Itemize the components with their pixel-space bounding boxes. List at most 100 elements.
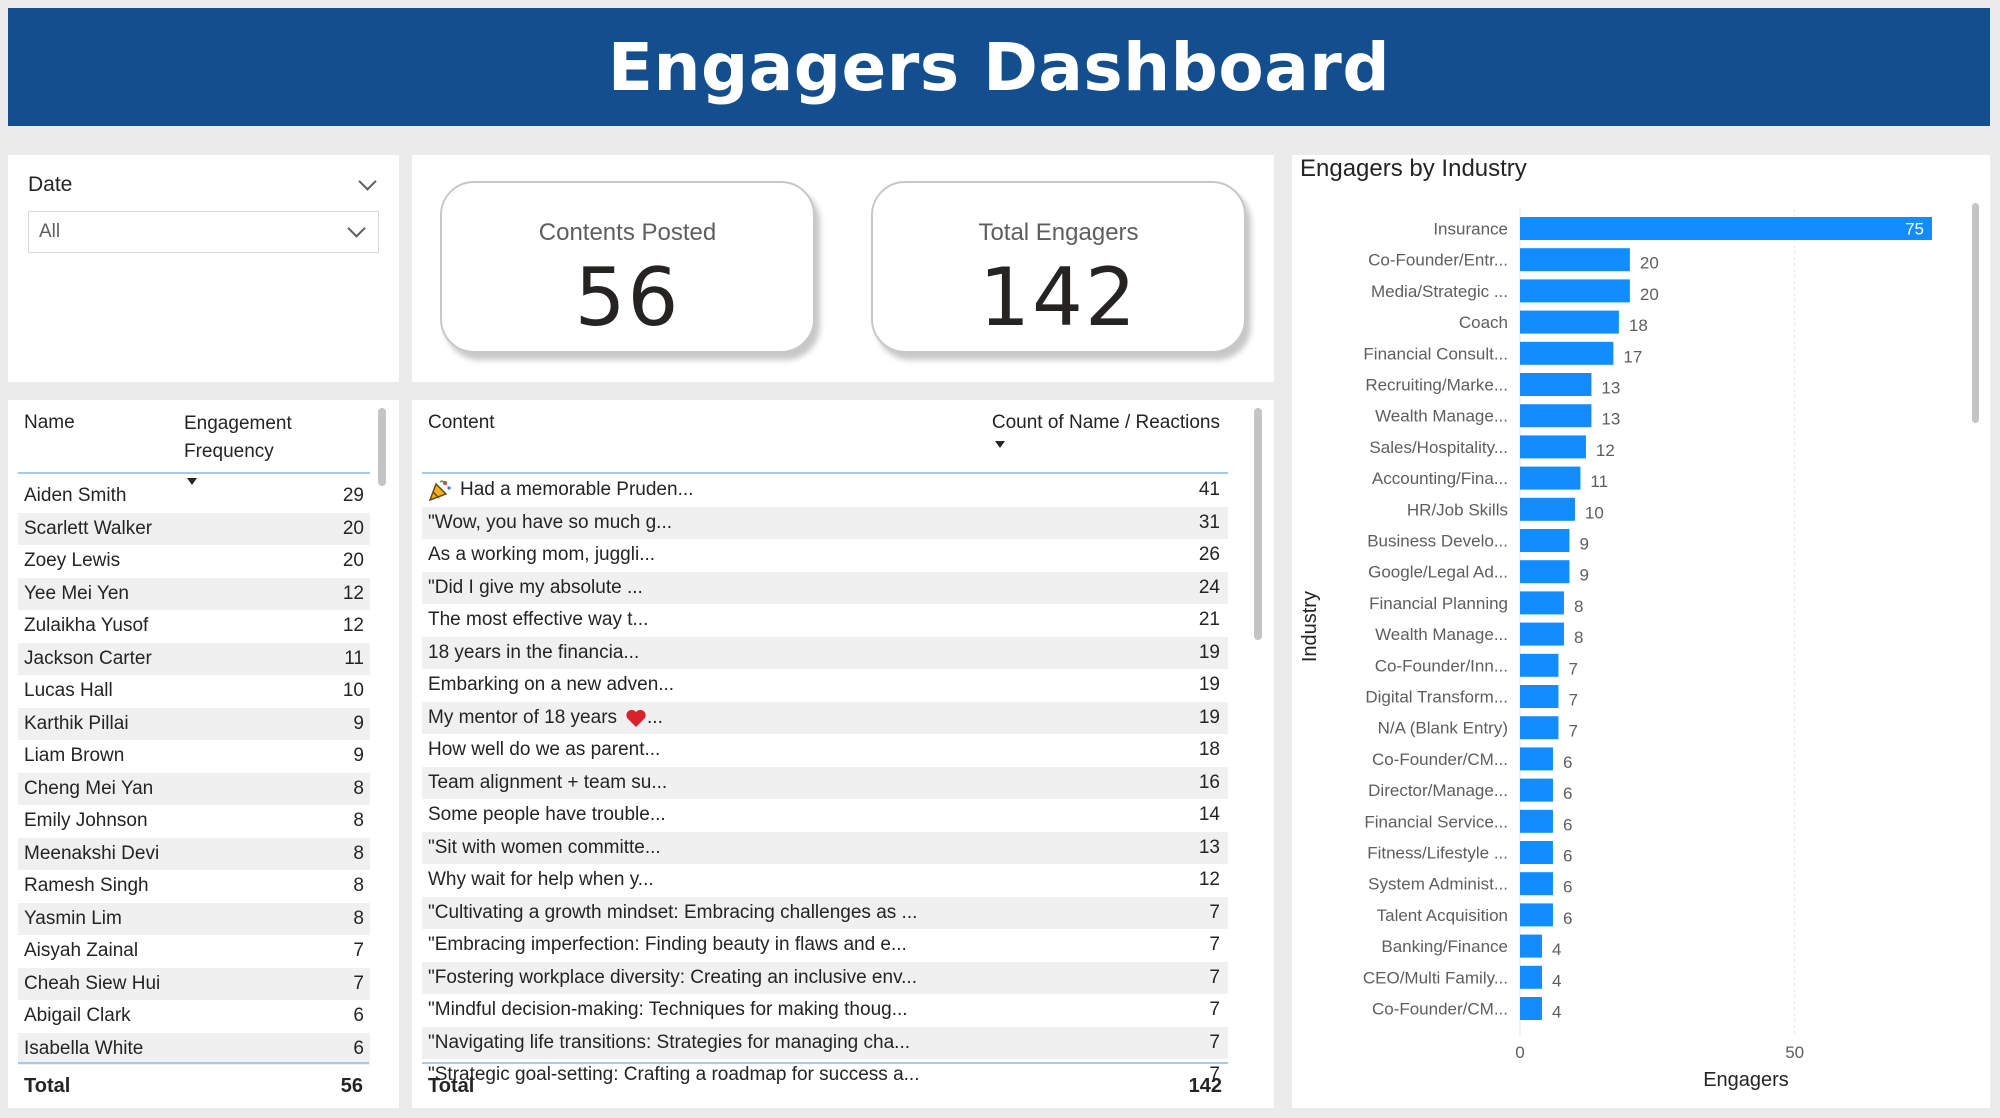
- column-header-frequency[interactable]: Engagement Frequency: [184, 410, 334, 485]
- reaction-count: 21: [1198, 609, 1220, 631]
- bar[interactable]: [1520, 373, 1592, 396]
- bar[interactable]: [1520, 404, 1592, 428]
- table-row[interactable]: "Cultivating a growth mindset: Embracing…: [422, 896, 1228, 929]
- bar[interactable]: [1520, 591, 1564, 615]
- table-row[interactable]: "Strategic goal-setting: Crafting a road…: [422, 1059, 1228, 1092]
- table-row[interactable]: Ramesh Singh 8: [18, 870, 370, 903]
- sort-descending-icon: [187, 478, 197, 485]
- bar[interactable]: [1520, 341, 1614, 365]
- bar[interactable]: [1520, 903, 1553, 927]
- chevron-down-icon[interactable]: [346, 221, 368, 243]
- table-row[interactable]: Some people have trouble... 14: [422, 799, 1228, 832]
- chart-title: Engagers by Industry: [1300, 155, 1527, 182]
- data-label: 4: [1552, 971, 1561, 990]
- table-row[interactable]: Aiden Smith 29: [18, 480, 370, 513]
- table-row[interactable]: Why wait for help when y... 12: [422, 864, 1228, 897]
- bar[interactable]: [1520, 747, 1553, 771]
- bar[interactable]: [1520, 934, 1542, 958]
- table-row[interactable]: "Embracing imperfection: Finding beauty …: [422, 929, 1228, 962]
- table-row[interactable]: As a working mom, juggli... 26: [422, 539, 1228, 572]
- table-row[interactable]: Cheng Mei Yan 8: [18, 772, 370, 805]
- table-header: Content Count of Name / Reactions: [422, 400, 1228, 474]
- bar[interactable]: [1520, 841, 1553, 864]
- column-header-count[interactable]: Count of Name / Reactions: [992, 410, 1220, 472]
- bar[interactable]: [1520, 778, 1553, 802]
- category-label: HR/Job Skills: [1407, 500, 1508, 519]
- x-axis-title: Engagers: [1703, 1069, 1789, 1091]
- table-row[interactable]: Aisyah Zainal 7: [18, 935, 370, 968]
- data-label: 7: [1568, 691, 1577, 710]
- slicer-header[interactable]: Date: [28, 167, 379, 203]
- table-row[interactable]: Zulaikha Yusof 12: [18, 610, 370, 643]
- table-row[interactable]: The most effective way t... 21: [422, 604, 1228, 637]
- scrollbar-thumb[interactable]: [1972, 203, 1979, 423]
- bar[interactable]: [1520, 310, 1619, 334]
- table-row[interactable]: "Navigating life transitions: Strategies…: [422, 1026, 1228, 1059]
- dashboard-title: Engagers Dashboard: [607, 28, 1391, 106]
- table-row[interactable]: Jackson Carter 11: [18, 642, 370, 675]
- data-label: 11: [1590, 472, 1608, 491]
- table-row[interactable]: Zoey Lewis 20: [18, 545, 370, 578]
- table-row[interactable]: How well do we as parent... 18: [422, 734, 1228, 767]
- table-row[interactable]: Karthik Pillai 9: [18, 707, 370, 740]
- table-row[interactable]: Abigail Clark 6: [18, 1000, 370, 1033]
- date-dropdown[interactable]: All: [28, 211, 379, 253]
- table-row[interactable]: "Did I give my absolute ... 24: [422, 571, 1228, 604]
- chevron-down-icon[interactable]: [357, 174, 379, 196]
- content-text: "Sit with women committe...: [428, 836, 661, 858]
- table-row[interactable]: Meenakshi Devi 8: [18, 837, 370, 870]
- bar[interactable]: [1520, 622, 1564, 646]
- table-body: Aiden Smith 29 Scarlett Walker 20 Zoey Lewis…: [18, 480, 370, 1065]
- bar[interactable]: [1520, 497, 1575, 521]
- data-label: 13: [1601, 410, 1620, 429]
- data-label: 17: [1623, 347, 1642, 366]
- table-row[interactable]: Yee Mei Yen 12: [18, 577, 370, 610]
- table-row[interactable]: Emily Johnson 8: [18, 805, 370, 838]
- table-row[interactable]: My mentor of 18 years... 19: [422, 701, 1228, 734]
- bar[interactable]: [1520, 716, 1559, 740]
- table-row[interactable]: Cheah Siew Hui 7: [18, 967, 370, 1000]
- bar[interactable]: [1520, 435, 1586, 459]
- bar[interactable]: [1520, 685, 1559, 708]
- sort-descending-icon: [994, 441, 1005, 448]
- data-label: 9: [1579, 566, 1588, 585]
- table-row[interactable]: Scarlett Walker 20: [18, 512, 370, 545]
- column-header-content[interactable]: Content: [428, 412, 495, 433]
- scrollbar-thumb[interactable]: [378, 408, 386, 486]
- table-row[interactable]: "Wow, you have so much g... 31: [422, 506, 1228, 539]
- bar[interactable]: [1520, 653, 1559, 677]
- bar[interactable]: [1520, 279, 1630, 303]
- table-row[interactable]: Had a memorable Pruden... 41: [422, 474, 1228, 507]
- bar[interactable]: [1520, 809, 1553, 833]
- bar[interactable]: [1520, 466, 1581, 490]
- table-row[interactable]: Liam Brown 9: [18, 740, 370, 773]
- table-row[interactable]: "Sit with women committe... 13: [422, 831, 1228, 864]
- bar[interactable]: [1520, 872, 1553, 896]
- engagement-frequency: 20: [342, 550, 364, 572]
- table-row[interactable]: Yasmin Lim 8: [18, 902, 370, 935]
- table-row[interactable]: "Mindful decision-making: Techniques for…: [422, 994, 1228, 1027]
- bar[interactable]: [1520, 965, 1542, 989]
- table-row[interactable]: Isabella White 6: [18, 1032, 370, 1065]
- scrollbar-thumb[interactable]: [1254, 408, 1262, 640]
- data-label: 9: [1579, 535, 1588, 554]
- table-row[interactable]: "Fostering workplace diversity: Creating…: [422, 961, 1228, 994]
- content-text: Had a memorable Pruden...: [460, 479, 694, 501]
- bar[interactable]: [1520, 560, 1570, 584]
- data-label: 4: [1552, 940, 1561, 959]
- bar[interactable]: [1520, 248, 1630, 272]
- reaction-count: 7: [1209, 1064, 1220, 1086]
- bar[interactable]: [1520, 217, 1932, 240]
- kpi-value: 142: [979, 251, 1138, 344]
- table-row[interactable]: Embarking on a new adven... 19: [422, 669, 1228, 702]
- table-row[interactable]: Team alignment + team su... 16: [422, 766, 1228, 799]
- content-text: "Did I give my absolute ...: [428, 576, 643, 598]
- data-label: 8: [1574, 628, 1583, 647]
- column-header-name[interactable]: Name: [24, 412, 75, 433]
- table-row[interactable]: Lucas Hall 10: [18, 675, 370, 708]
- data-label: 20: [1640, 285, 1659, 304]
- table-row[interactable]: 18 years in the financia... 19: [422, 636, 1228, 669]
- table-header: Name Engagement Frequency: [18, 400, 370, 485]
- bar[interactable]: [1520, 997, 1542, 1020]
- bar[interactable]: [1520, 529, 1570, 552]
